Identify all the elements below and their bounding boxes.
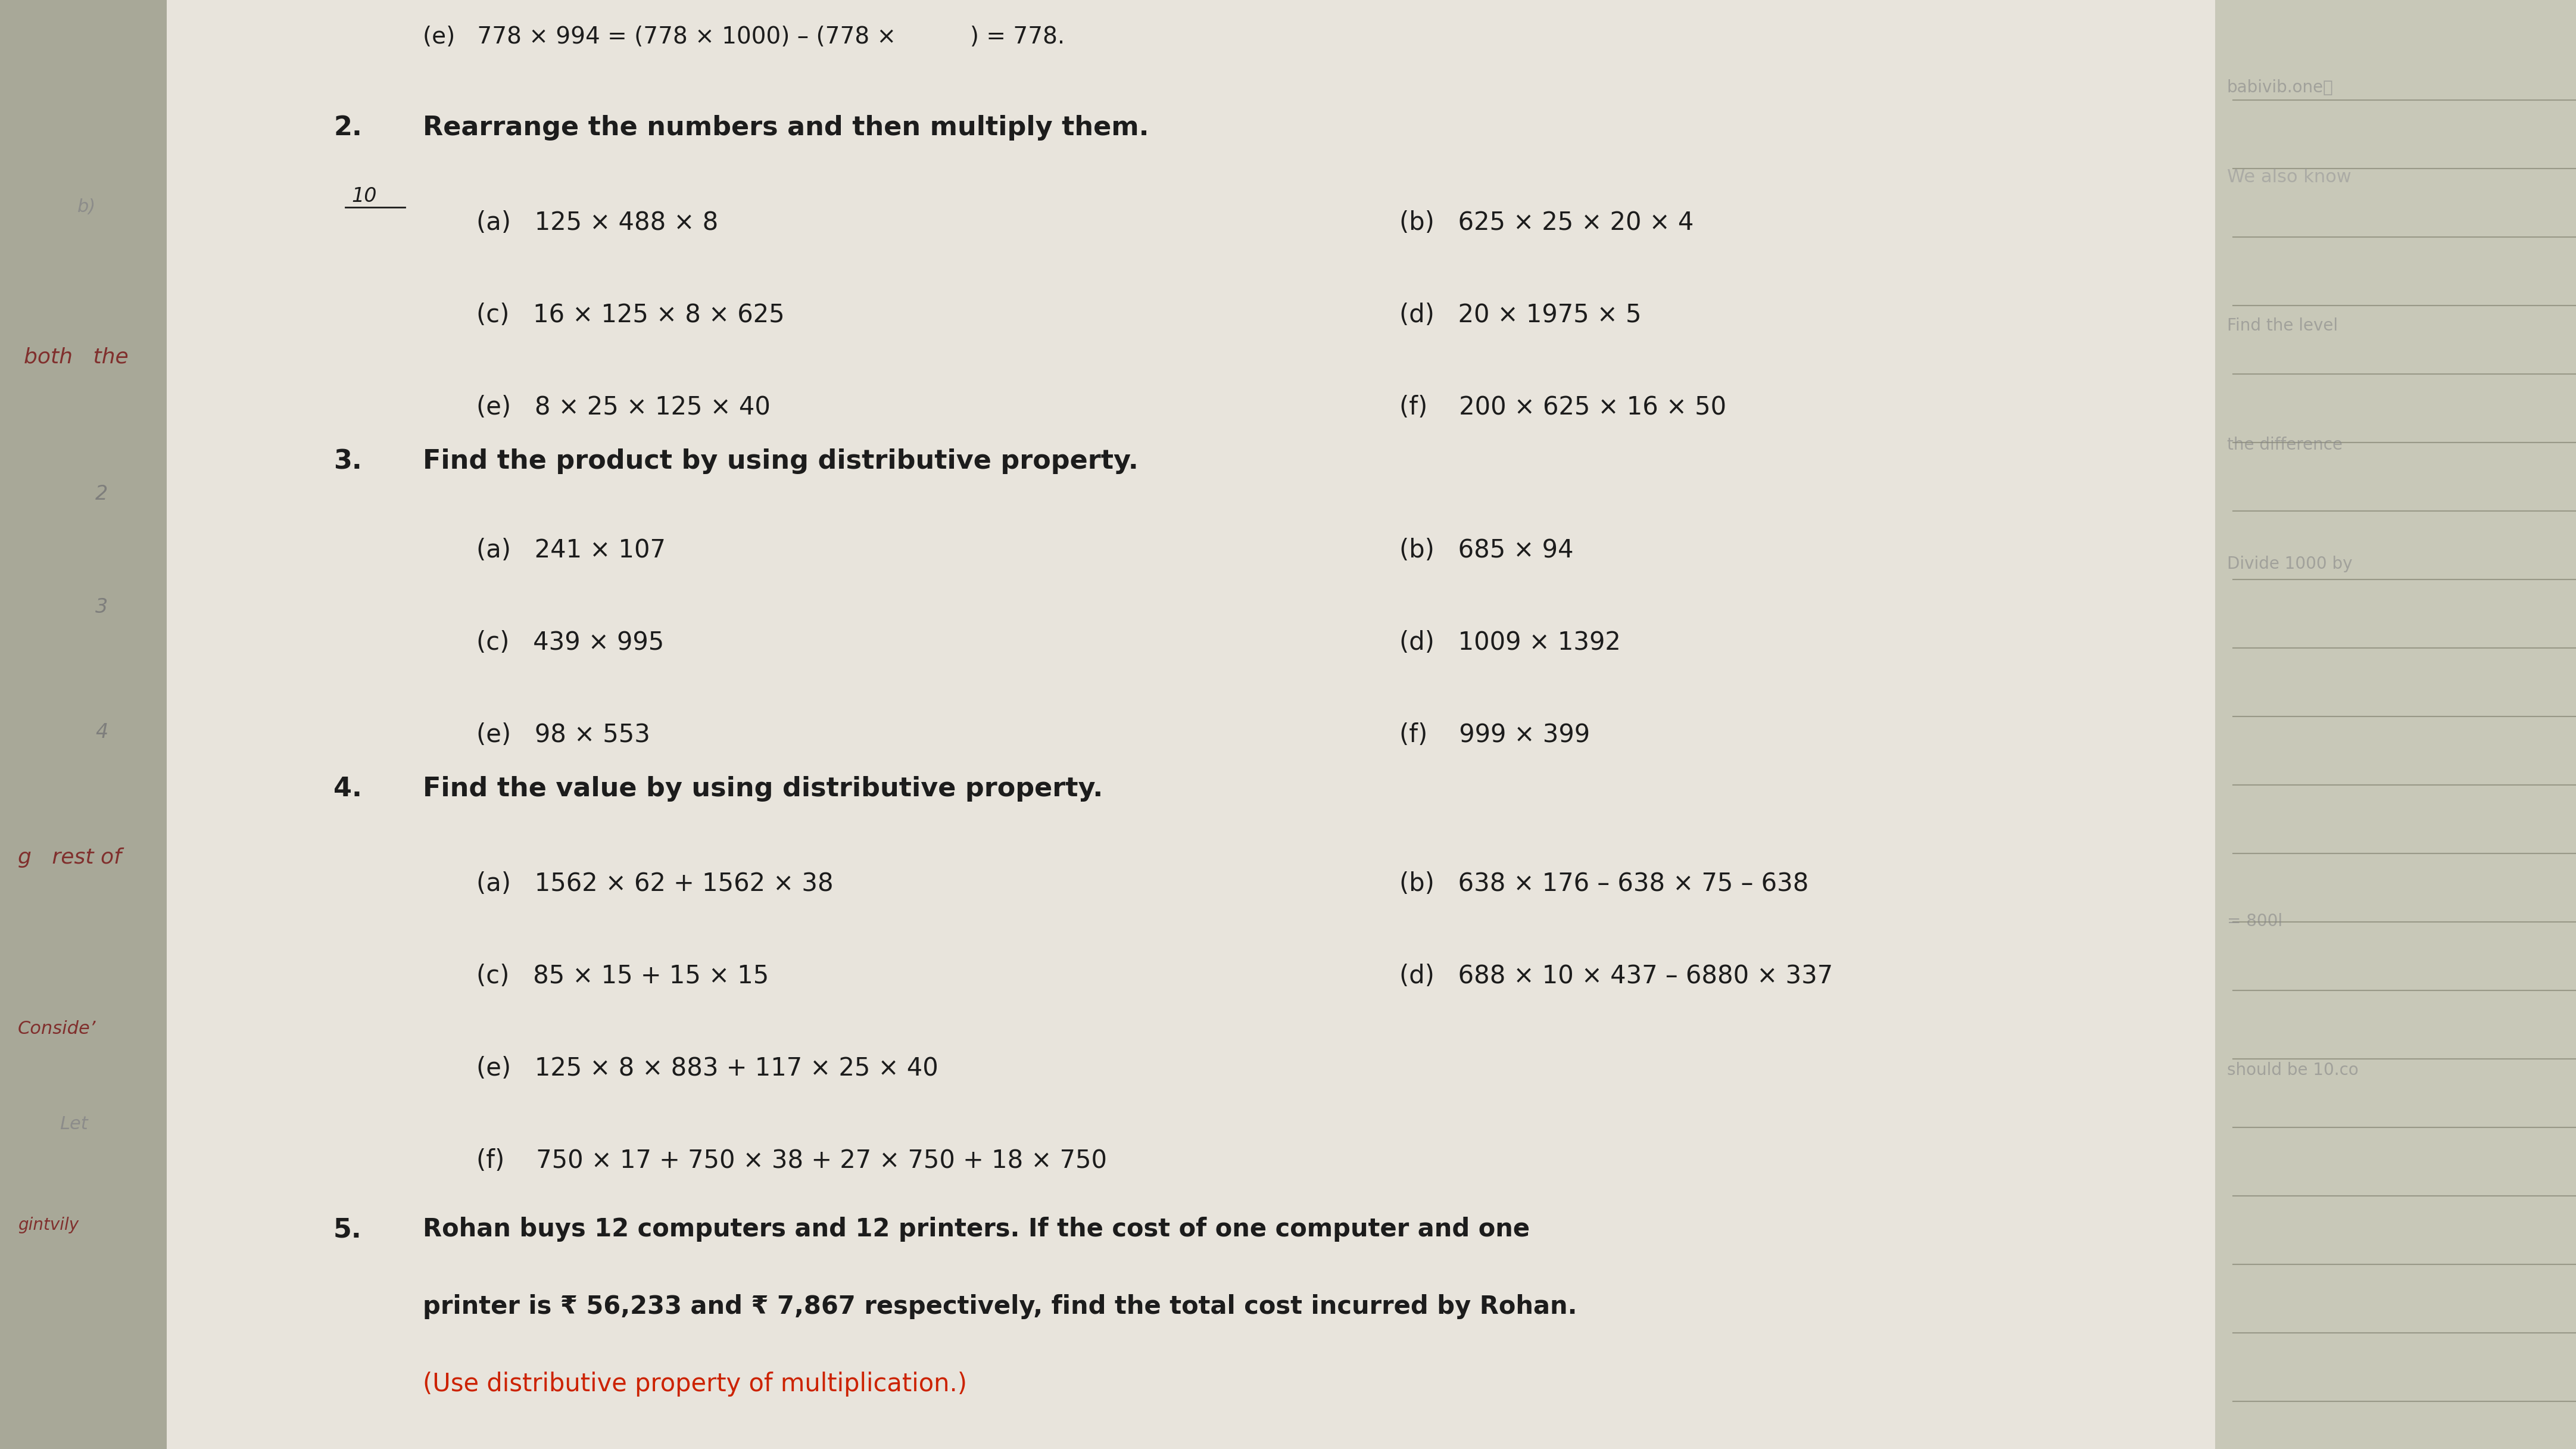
Text: = 800l: = 800l [2228, 913, 2282, 930]
Text: (e)   778 × 994 = (778 × 1000) – (778 ×          ) = 778.: (e) 778 × 994 = (778 × 1000) – (778 × ) … [422, 26, 1064, 48]
Text: (d)   688 × 10 × 437 – 6880 × 337: (d) 688 × 10 × 437 – 6880 × 337 [1399, 964, 1834, 988]
Text: 5.: 5. [332, 1217, 361, 1242]
Text: (Use distributive property of multiplication.): (Use distributive property of multiplica… [422, 1372, 966, 1397]
Text: Let: Let [59, 1116, 88, 1133]
Text: (d)   1009 × 1392: (d) 1009 × 1392 [1399, 630, 1620, 655]
Text: b): b) [77, 199, 95, 216]
Text: (f)    999 × 399: (f) 999 × 399 [1399, 723, 1589, 748]
Text: both   the: both the [23, 348, 129, 368]
Text: (b)   638 × 176 – 638 × 75 – 638: (b) 638 × 176 – 638 × 75 – 638 [1399, 871, 1808, 897]
Text: Find the level: Find the level [2228, 317, 2339, 335]
Text: 2: 2 [95, 484, 108, 504]
Text: Rearrange the numbers and then multiply them.: Rearrange the numbers and then multiply … [422, 114, 1149, 141]
Text: 10: 10 [350, 187, 376, 206]
Text: (b)   685 × 94: (b) 685 × 94 [1399, 538, 1574, 562]
Text: (e)   125 × 8 × 883 + 117 × 25 × 40: (e) 125 × 8 × 883 + 117 × 25 × 40 [477, 1056, 938, 1081]
Text: babivib.oneᗢ: babivib.oneᗢ [2228, 80, 2334, 96]
Text: Find the product by using distributive property.: Find the product by using distributive p… [422, 448, 1139, 474]
Text: (d)   20 × 1975 × 5: (d) 20 × 1975 × 5 [1399, 303, 1641, 327]
Text: printer is ₹ 56,233 and ₹ 7,867 respectively, find the total cost incurred by Ro: printer is ₹ 56,233 and ₹ 7,867 respecti… [422, 1294, 1577, 1319]
Text: (c)   16 × 125 × 8 × 625: (c) 16 × 125 × 8 × 625 [477, 303, 786, 327]
Text: We also know: We also know [2228, 168, 2352, 185]
Text: 2.: 2. [332, 114, 363, 141]
Text: (f)    200 × 625 × 16 × 50: (f) 200 × 625 × 16 × 50 [1399, 396, 1726, 420]
Text: Conside’: Conside’ [18, 1020, 95, 1037]
Text: (c)   439 × 995: (c) 439 × 995 [477, 630, 665, 655]
FancyBboxPatch shape [167, 0, 2215, 1449]
Text: the difference: the difference [2228, 436, 2342, 454]
Text: (b)   625 × 25 × 20 × 4: (b) 625 × 25 × 20 × 4 [1399, 210, 1695, 235]
Text: Find the value by using distributive property.: Find the value by using distributive pro… [422, 777, 1103, 801]
Text: gintvily: gintvily [18, 1217, 80, 1233]
Text: 4.: 4. [332, 777, 363, 801]
Text: (e)   8 × 25 × 125 × 40: (e) 8 × 25 × 125 × 40 [477, 396, 770, 420]
Text: 4: 4 [95, 723, 108, 742]
Text: (a)   1562 × 62 + 1562 × 38: (a) 1562 × 62 + 1562 × 38 [477, 871, 835, 897]
Text: should be 10.co: should be 10.co [2228, 1062, 2360, 1078]
FancyBboxPatch shape [0, 0, 167, 1449]
Text: 3.: 3. [332, 448, 361, 474]
Text: Divide 1000 by: Divide 1000 by [2228, 555, 2352, 572]
Text: (c)   85 × 15 + 15 × 15: (c) 85 × 15 + 15 × 15 [477, 964, 768, 988]
Text: (a)   241 × 107: (a) 241 × 107 [477, 538, 665, 562]
Text: (a)   125 × 488 × 8: (a) 125 × 488 × 8 [477, 210, 719, 235]
Text: Rohan buys 12 computers and 12 printers. If the cost of one computer and one: Rohan buys 12 computers and 12 printers.… [422, 1217, 1530, 1242]
Text: (e)   98 × 553: (e) 98 × 553 [477, 723, 649, 748]
Text: (f)    750 × 17 + 750 × 38 + 27 × 750 + 18 × 750: (f) 750 × 17 + 750 × 38 + 27 × 750 + 18 … [477, 1148, 1108, 1174]
Text: 3: 3 [95, 597, 108, 617]
Text: g   rest of: g rest of [18, 848, 121, 868]
FancyBboxPatch shape [2215, 0, 2576, 1449]
